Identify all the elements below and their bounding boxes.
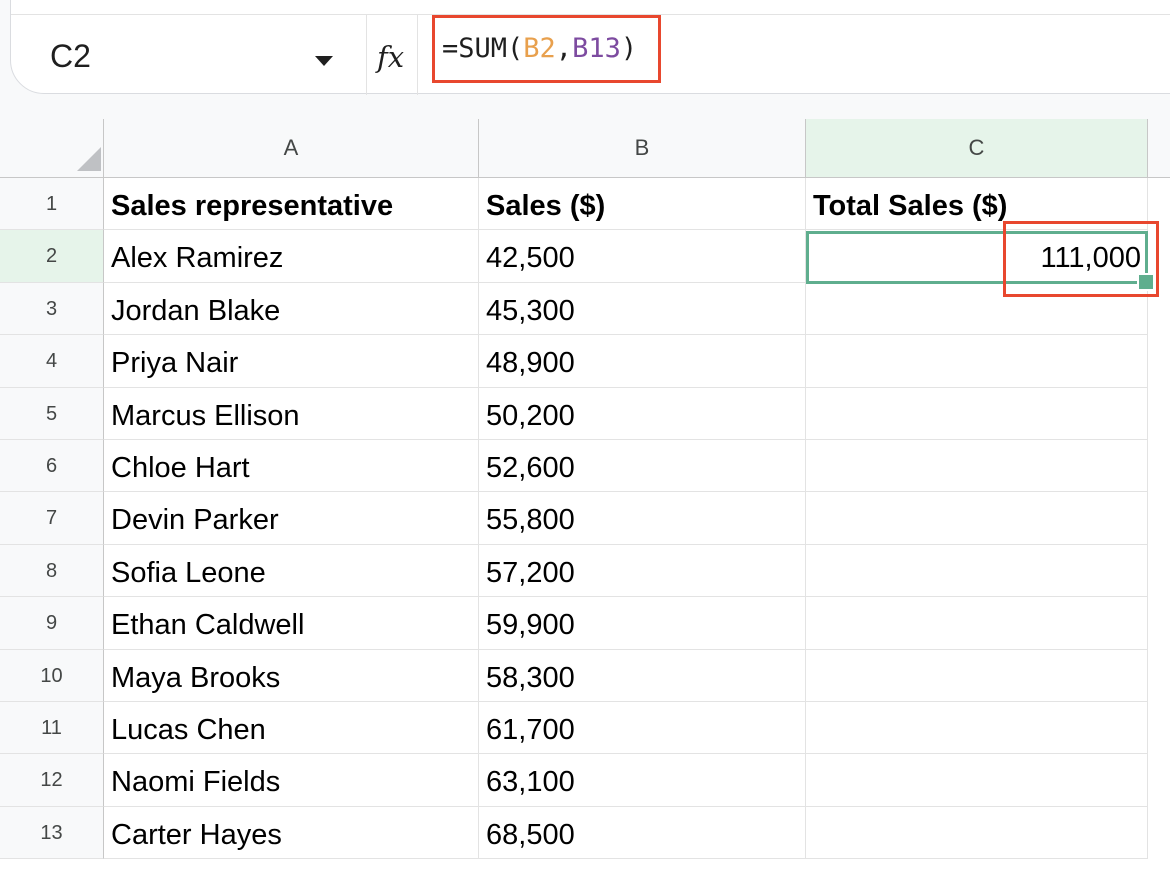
row-header-3[interactable]: 3: [0, 282, 104, 336]
name-box[interactable]: C2: [50, 38, 91, 74]
cell-b12[interactable]: 63,100: [479, 754, 806, 807]
cell-b6[interactable]: 52,600: [479, 440, 806, 493]
row-header-13[interactable]: 13: [0, 806, 104, 860]
active-cell-selection: [806, 231, 1148, 284]
row-header-1[interactable]: 1: [0, 178, 104, 231]
cell-b10[interactable]: 58,300: [479, 649, 806, 702]
cell-a9[interactable]: Ethan Caldwell: [104, 597, 479, 650]
column-header-b[interactable]: B: [479, 119, 806, 178]
cell-b5[interactable]: 50,200: [479, 387, 806, 440]
cell-b7[interactable]: 55,800: [479, 492, 806, 545]
column-header-a[interactable]: A: [104, 119, 479, 178]
cell-c9[interactable]: [806, 597, 1148, 650]
fx-icon: fx: [377, 40, 405, 74]
cell-b4[interactable]: 48,900: [479, 335, 806, 388]
cell-c7[interactable]: [806, 492, 1148, 545]
column-header-c[interactable]: C: [806, 119, 1148, 178]
cell-c11[interactable]: [806, 702, 1148, 755]
cell-b9[interactable]: 59,900: [479, 597, 806, 650]
row-header-7[interactable]: 7: [0, 492, 104, 545]
corner-triangle-icon: [77, 147, 101, 171]
formula-ref-b13: B13: [572, 33, 621, 64]
row-header-4[interactable]: 4: [0, 335, 104, 388]
cell-b8[interactable]: 57,200: [479, 544, 806, 598]
cell-a13[interactable]: Carter Hayes: [104, 806, 479, 860]
cell-b2[interactable]: 42,500: [479, 230, 806, 283]
cell-b13[interactable]: 68,500: [479, 806, 806, 860]
column-header-d[interactable]: [1148, 119, 1170, 178]
spreadsheet-grid: A B C 1 Sales representative Sales ($) Total S…: [0, 119, 1170, 879]
row-header-8[interactable]: 8: [0, 544, 104, 598]
divider: [417, 15, 418, 95]
formula-ref-b2: B2: [523, 33, 556, 64]
formula-text: ,: [555, 33, 573, 64]
formula-text: ): [620, 33, 638, 64]
cell-c5[interactable]: [806, 387, 1148, 440]
cell-a7[interactable]: Devin Parker: [104, 492, 479, 545]
cell-c10[interactable]: [806, 649, 1148, 702]
cell-a11[interactable]: Lucas Chen: [104, 702, 479, 755]
cell-a1[interactable]: Sales representative: [104, 178, 479, 231]
select-all-corner[interactable]: [0, 119, 104, 178]
fill-handle[interactable]: [1137, 273, 1155, 291]
row-header-12[interactable]: 12: [0, 754, 104, 807]
cell-c4[interactable]: [806, 335, 1148, 388]
cell-a3[interactable]: Jordan Blake: [104, 282, 479, 336]
cell-b3[interactable]: 45,300: [479, 282, 806, 336]
row-header-10[interactable]: 10: [0, 649, 104, 702]
row-header-11[interactable]: 11: [0, 702, 104, 755]
cell-a12[interactable]: Naomi Fields: [104, 754, 479, 807]
cell-a5[interactable]: Marcus Ellison: [104, 387, 479, 440]
cell-a4[interactable]: Priya Nair: [104, 335, 479, 388]
row-header-9[interactable]: 9: [0, 597, 104, 650]
cell-c12[interactable]: [806, 754, 1148, 807]
cell-b11[interactable]: 61,700: [479, 702, 806, 755]
row-header-5[interactable]: 5: [0, 387, 104, 440]
chevron-down-icon[interactable]: [315, 56, 333, 66]
cell-c8[interactable]: [806, 544, 1148, 598]
formula-text: =SUM(: [442, 33, 524, 64]
cell-c6[interactable]: [806, 440, 1148, 493]
cell-a2[interactable]: Alex Ramirez: [104, 230, 479, 283]
cell-c3[interactable]: [806, 282, 1148, 336]
formula-bar-top-divider: [11, 14, 1170, 15]
row-header-2[interactable]: 2: [0, 230, 104, 283]
formula-input[interactable]: =SUM(B2,B13): [432, 15, 661, 83]
cell-c1[interactable]: Total Sales ($): [806, 178, 1148, 231]
divider: [366, 15, 367, 95]
cell-a10[interactable]: Maya Brooks: [104, 649, 479, 702]
cell-c13[interactable]: [806, 806, 1148, 860]
cell-a6[interactable]: Chloe Hart: [104, 440, 479, 493]
result-highlight-box: [1003, 221, 1159, 297]
row-header-6[interactable]: 6: [0, 440, 104, 493]
cell-b1[interactable]: Sales ($): [479, 178, 806, 231]
cell-a8[interactable]: Sofia Leone: [104, 544, 479, 598]
